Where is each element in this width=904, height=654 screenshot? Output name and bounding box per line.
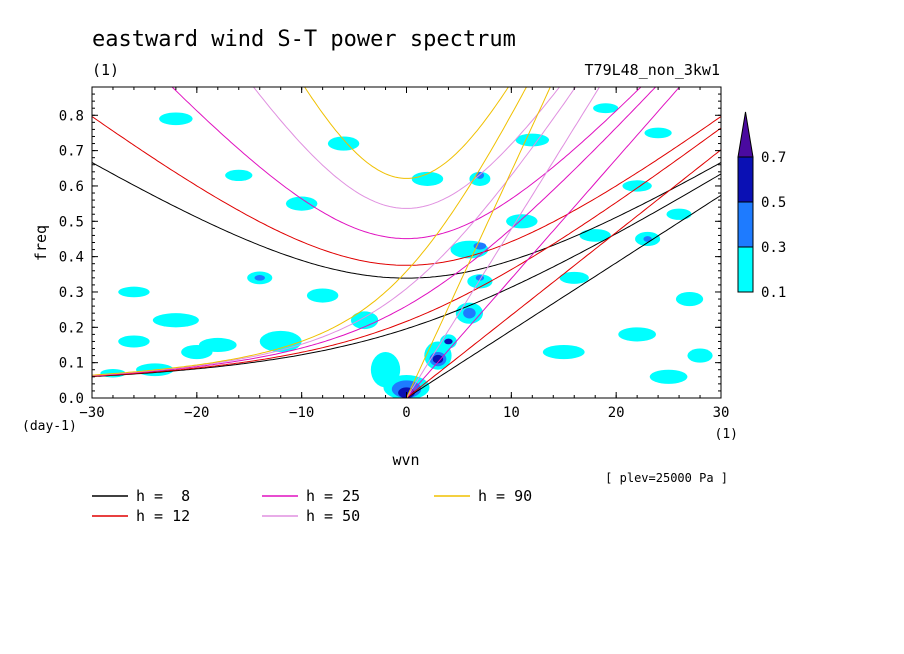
y-axis-ticks: 0.0 0.1 0.2 0.3 0.4 0.5 0.6 0.7 0.8 — [59, 93, 721, 407]
power-region-14 — [327, 136, 360, 151]
plot-area — [92, 87, 721, 398]
curve-ig-h50 — [252, 87, 561, 209]
curve-ig-h12 — [92, 116, 721, 266]
y-axis-label: freq — [32, 225, 50, 261]
colorbar-label: 0.5 — [761, 195, 786, 211]
power-region-31 — [473, 242, 487, 250]
power-region-28 — [467, 274, 493, 289]
power-region-38 — [579, 229, 611, 242]
power-shading — [100, 103, 713, 398]
power-region-2 — [118, 335, 150, 348]
power-region-27 — [463, 307, 476, 319]
level-note: [ plev=25000 Pa ] — [605, 471, 728, 485]
x-tick-label: −10 — [289, 405, 314, 421]
legend-label: h = 90 — [478, 487, 532, 505]
x-tick-label: 10 — [503, 405, 520, 421]
power-region-48 — [687, 348, 713, 363]
x-axis-label: wvn — [392, 451, 419, 469]
curve-kelvin-h8 — [406, 194, 721, 398]
power-region-25 — [444, 338, 453, 345]
x-axis-ticks: −30 −20 −10 0 10 20 30 — [79, 87, 729, 421]
power-region-34 — [506, 214, 538, 229]
x-axis-unit: (1) — [715, 427, 738, 442]
power-region-23 — [432, 354, 444, 364]
x-tick-label: −20 — [184, 405, 209, 421]
power-region-37 — [559, 271, 589, 284]
curve-mrg-h50 — [92, 87, 577, 376]
power-region-43 — [649, 369, 688, 384]
power-region-13 — [225, 169, 253, 182]
power-region-3 — [152, 313, 199, 328]
legend-label: h = 8 — [136, 487, 190, 505]
curve-kelvin-h50 — [406, 87, 601, 398]
power-region-42 — [643, 236, 652, 242]
power-region-39 — [618, 327, 657, 342]
curve-ig-h90 — [304, 87, 509, 179]
y-tick-label: 0.8 — [59, 108, 84, 124]
y-axis-unit: (day-1) — [22, 419, 77, 434]
curve-kelvin-h12 — [406, 149, 721, 398]
legend-label: h = 25 — [306, 487, 360, 505]
curve-mrg-h25 — [92, 87, 657, 377]
x-tick-label: −30 — [79, 405, 104, 421]
y-tick-label: 0.3 — [59, 285, 84, 301]
power-region-16 — [411, 171, 444, 186]
power-region-6 — [198, 337, 237, 353]
y-tick-label: 0.2 — [59, 320, 84, 336]
power-region-40 — [622, 180, 652, 192]
power-region-4 — [118, 286, 150, 298]
legend-label: h = 12 — [136, 507, 190, 525]
colorbar-top-triangle — [737, 111, 754, 158]
y-tick-label: 0.0 — [59, 391, 84, 407]
chart-title: eastward wind S-T power spectrum — [92, 27, 516, 52]
x-tick-label: 20 — [608, 405, 625, 421]
y-tick-label: 0.4 — [59, 250, 84, 266]
power-region-33 — [475, 171, 485, 179]
colorbar: 0.1 0.3 0.5 0.7 — [737, 111, 786, 301]
colorbar-label: 0.3 — [761, 240, 786, 256]
power-region-46 — [593, 103, 619, 114]
power-region-47 — [666, 208, 692, 220]
curve-mrg-h90 — [92, 87, 528, 376]
power-region-8 — [306, 288, 339, 303]
power-region-35 — [515, 133, 550, 147]
curve-ig-h25 — [171, 87, 642, 240]
curve-mrg-h12 — [92, 127, 721, 377]
y-tick-label: 0.5 — [59, 214, 84, 230]
power-region-44 — [675, 291, 704, 307]
power-region-15 — [159, 112, 193, 126]
x-tick-label: 0 — [402, 405, 410, 421]
y-tick-label: 0.7 — [59, 144, 84, 160]
colorbar-segment — [737, 246, 754, 293]
power-region-12 — [285, 196, 318, 211]
colorbar-label: 0.1 — [761, 285, 786, 301]
curve-mrg-h8 — [92, 173, 721, 378]
curve-ig-h8 — [92, 162, 721, 279]
legend: h = 8 h = 12 h = 25 h = 50 h = 90 — [92, 487, 532, 525]
y-tick-label: 0.1 — [59, 356, 84, 372]
x-tick-label: 30 — [713, 405, 730, 421]
y-tick-label: 0.6 — [59, 179, 84, 195]
power-region-9 — [350, 311, 379, 330]
colorbar-segment — [737, 156, 754, 203]
chart-subtitle-right: T79L48_non_3kw1 — [585, 61, 720, 79]
power-region-7 — [259, 330, 302, 353]
power-region-32 — [469, 171, 491, 186]
power-region-45 — [644, 127, 672, 139]
dispersion-curves — [92, 87, 721, 398]
power-region-11 — [254, 275, 265, 281]
legend-label: h = 50 — [306, 507, 360, 525]
chart-subtitle-left: (1) — [92, 61, 119, 79]
colorbar-label: 0.7 — [761, 150, 786, 166]
colorbar-segment — [737, 201, 754, 248]
power-region-36 — [542, 344, 585, 360]
curve-kelvin-h90 — [406, 87, 551, 398]
curve-kelvin-h25 — [406, 87, 681, 398]
